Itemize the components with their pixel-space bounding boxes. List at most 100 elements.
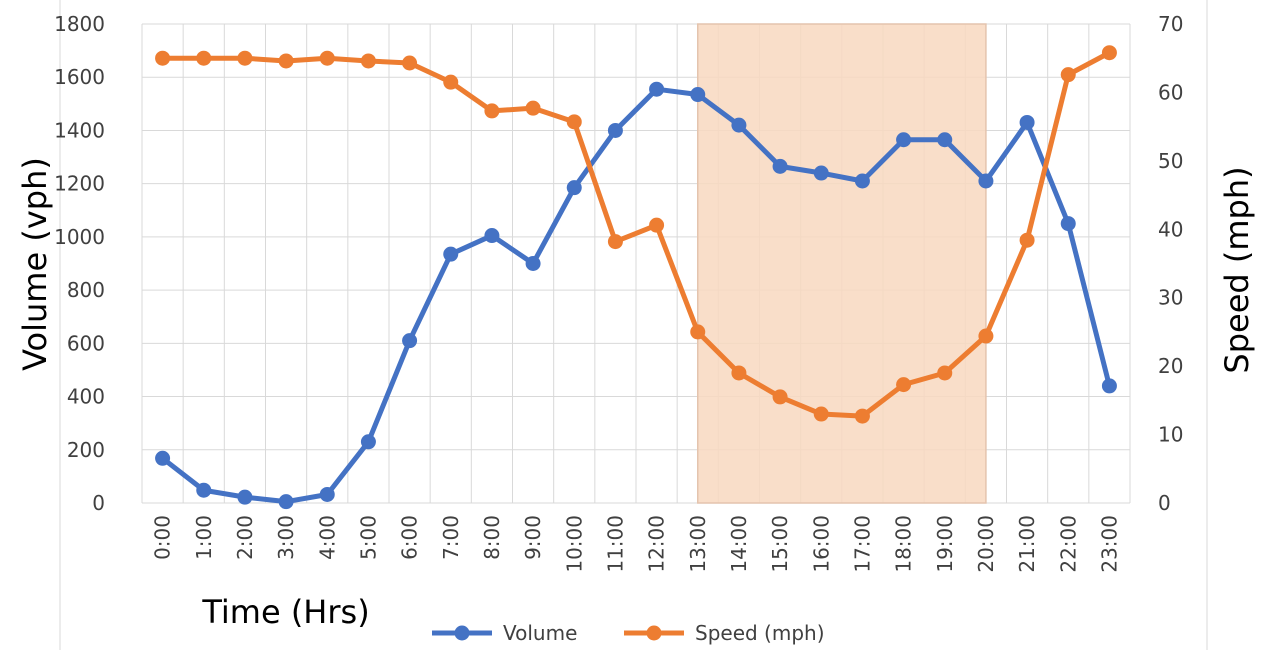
legend-label: Volume <box>503 621 577 645</box>
highlight-band <box>697 23 987 504</box>
y-tick-label: 600 <box>67 331 105 355</box>
legend: Volume Speed (mph) <box>432 621 825 645</box>
series-point <box>443 246 459 262</box>
x-tick-label: 12:00 <box>645 515 669 573</box>
x-tick-label: 11:00 <box>603 515 627 573</box>
y2-tick-label: 70 <box>1158 12 1183 36</box>
x-tick-label: 15:00 <box>768 515 792 573</box>
series-point <box>196 50 212 66</box>
y-tick-label: 400 <box>67 385 105 409</box>
x-tick-label: 1:00 <box>192 515 216 560</box>
series-point <box>854 173 870 189</box>
y-tick-label: 1200 <box>54 172 105 196</box>
y2-tick-label: 30 <box>1158 286 1183 310</box>
series-point <box>978 328 994 344</box>
x-tick-label: 22:00 <box>1056 515 1080 573</box>
series-point <box>484 103 500 119</box>
series-point <box>402 55 418 71</box>
highlight-region <box>697 23 987 504</box>
series-point <box>155 450 171 466</box>
series-point <box>731 365 747 381</box>
series-point <box>319 486 335 502</box>
series-point <box>278 494 294 510</box>
x-tick-label: 16:00 <box>809 515 833 573</box>
x-tick-label: 13:00 <box>686 515 710 573</box>
y2-axis-title: Speed (mph) <box>1218 166 1256 373</box>
grid <box>141 23 1131 504</box>
series-point <box>813 165 829 181</box>
series-point <box>937 132 953 148</box>
axes: 0 200 400 600 800 1000 1200 1400 1600 1800 0 10 20 30… <box>54 12 1183 573</box>
series-point <box>525 100 541 116</box>
series-point <box>484 228 500 244</box>
series-point <box>1101 45 1117 61</box>
x-tick-label: 10:00 <box>562 515 586 573</box>
y2-tick-label: 40 <box>1158 217 1183 241</box>
series-point <box>607 234 623 250</box>
series-point <box>525 256 541 271</box>
series-point <box>690 87 706 103</box>
legend-swatch-marker <box>454 625 470 641</box>
x-tick-label: 9:00 <box>521 515 545 560</box>
x-tick-label: 19:00 <box>933 515 957 573</box>
y-tick-label: 200 <box>67 438 105 462</box>
series-point <box>607 122 623 138</box>
series-point <box>896 377 912 393</box>
series-point <box>1019 114 1035 130</box>
x-tick-label: 2:00 <box>233 515 257 560</box>
y2-tick-label: 60 <box>1158 80 1183 104</box>
legend-swatch-marker <box>646 625 662 641</box>
series-point <box>731 117 747 133</box>
y2-tick-label: 20 <box>1158 354 1183 378</box>
x-tick-label: 7:00 <box>439 515 463 560</box>
x-axis-title: Time (Hrs) <box>201 593 369 631</box>
series-point <box>443 74 459 90</box>
series-point <box>566 114 582 130</box>
series-point <box>649 81 665 97</box>
series-point <box>896 132 912 148</box>
series-point <box>402 333 418 349</box>
x-tick-label: 17:00 <box>850 515 874 573</box>
series-point <box>237 489 253 505</box>
x-tick-label: 0:00 <box>151 515 175 560</box>
series-point <box>278 53 294 69</box>
series-point <box>155 50 171 66</box>
series-point <box>566 180 582 196</box>
series-point <box>360 53 376 69</box>
series-point <box>978 173 994 189</box>
x-tick-label: 3:00 <box>274 515 298 560</box>
legend-label: Speed (mph) <box>695 621 825 645</box>
x-tick-label: 20:00 <box>974 515 998 573</box>
series-point <box>319 50 335 66</box>
x-tick-label: 8:00 <box>480 515 504 560</box>
series-point <box>1060 216 1076 232</box>
y-tick-label: 0 <box>92 491 105 515</box>
x-tick-label: 21:00 <box>1015 515 1039 573</box>
series-point <box>649 217 665 233</box>
x-tick-label: 6:00 <box>398 515 422 560</box>
x-tick-label: 5:00 <box>356 515 380 560</box>
series-point <box>854 408 870 424</box>
series-point <box>360 434 376 450</box>
y-tick-label: 1600 <box>54 65 105 89</box>
y-axis-title: Volume (vph) <box>16 157 54 371</box>
y-tick-label: 1800 <box>54 12 105 36</box>
y-tick-label: 800 <box>67 278 105 302</box>
y2-tick-label: 10 <box>1158 423 1183 447</box>
series <box>155 45 1117 510</box>
series-point <box>237 50 253 66</box>
series-point <box>1060 67 1076 83</box>
series-point <box>813 406 829 422</box>
y-tick-label: 1000 <box>54 225 105 249</box>
x-tick-label: 23:00 <box>1097 515 1121 573</box>
y2-tick-label: 50 <box>1158 149 1183 173</box>
series-point <box>196 482 212 498</box>
series-point <box>690 324 706 340</box>
series-point <box>1101 378 1117 394</box>
series-point <box>937 365 953 381</box>
series-point <box>1019 232 1035 248</box>
y2-tick-label: 0 <box>1158 491 1171 515</box>
y-tick-label: 1400 <box>54 118 105 142</box>
x-tick-label: 4:00 <box>315 515 339 560</box>
